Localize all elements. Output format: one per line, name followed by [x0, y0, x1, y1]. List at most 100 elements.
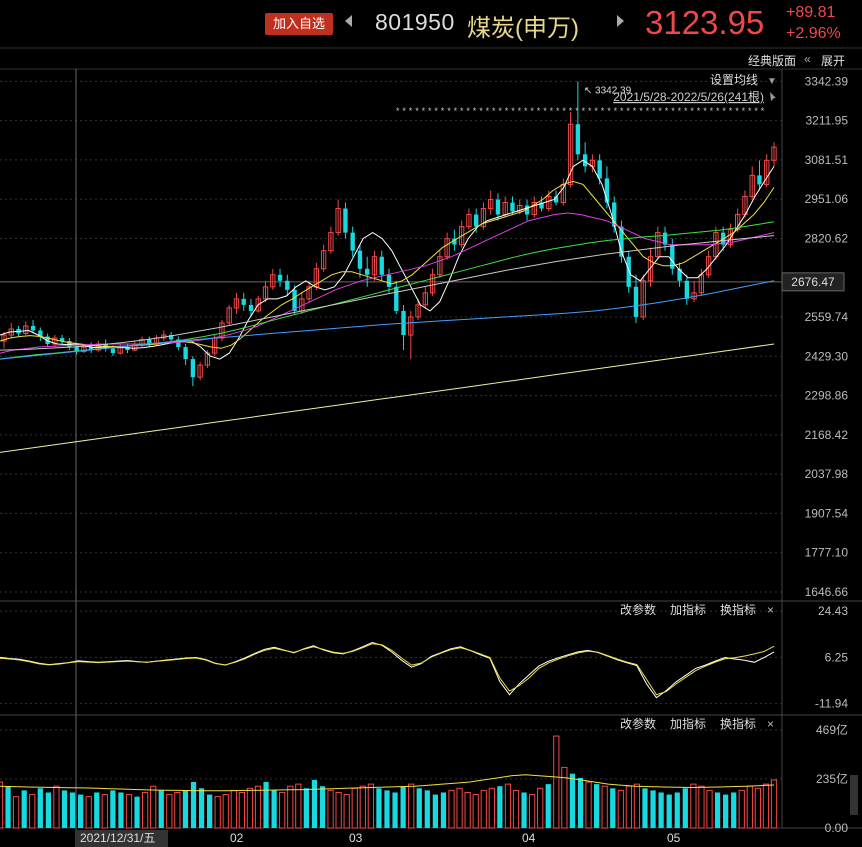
indicator-tick-label: 24.43 [818, 604, 848, 618]
volume-bar-down [497, 786, 503, 828]
candle-body-up [567, 123, 574, 185]
candle-body-up [320, 250, 327, 270]
star-marker: * [620, 106, 624, 116]
volume-bar-up [698, 785, 705, 829]
volume-bar-down [674, 792, 680, 828]
candle-body-up [546, 195, 552, 210]
volume-bar-down [45, 792, 51, 828]
candle-body-down [662, 232, 668, 245]
volume-bar-down [577, 777, 584, 828]
next-stock-icon[interactable] [617, 15, 624, 27]
candle-body-down [582, 154, 588, 167]
collapse-icon[interactable]: « [804, 52, 811, 66]
volume-bar-up [0, 781, 4, 829]
volume-bar-up [142, 791, 149, 829]
candle-body-down [183, 347, 188, 360]
candle-body-up [371, 256, 378, 276]
star-marker: * [422, 106, 426, 116]
candle-body-up [705, 256, 712, 276]
volume-bar-down [198, 788, 205, 828]
volume-bar-up [472, 794, 479, 829]
y-tick-label: 1907.54 [805, 506, 849, 520]
candle-body-down [125, 347, 130, 351]
volume-bar-up [746, 785, 753, 829]
star-marker: * [658, 106, 662, 116]
star-marker: * [562, 106, 566, 116]
candle-body-down [524, 205, 530, 215]
star-marker: * [498, 106, 502, 116]
y-tick-label: 2951.06 [805, 192, 849, 206]
candle-body-down [379, 256, 384, 275]
candle-body-down [285, 280, 290, 290]
candle-body-up [749, 174, 755, 197]
candle-body-down [168, 335, 174, 340]
volume-bar-up [512, 789, 520, 829]
date-range-label: 2021/5/28-2022/5/26(241根) [613, 90, 764, 104]
candle-body-down [677, 268, 682, 281]
classic-layout-button[interactable]: 经典版面 [748, 54, 797, 68]
y-tick-label: 2168.42 [805, 428, 849, 442]
candle-body-down [357, 250, 363, 269]
volume-bar-up [617, 789, 624, 829]
expand-button[interactable]: 展开 [821, 54, 846, 68]
volume-bar-down [94, 792, 100, 828]
candle-body-down [365, 268, 370, 275]
volume-bar-up [601, 785, 608, 829]
volume-bar-down [545, 784, 551, 828]
volume-bar-up [295, 783, 302, 829]
volume-bar-up [230, 789, 237, 829]
star-marker: * [550, 106, 554, 116]
star-marker: * [505, 106, 509, 116]
volume-bar-up [254, 785, 262, 829]
volume-bar-up [367, 783, 374, 829]
star-marker: * [614, 106, 618, 116]
candle-body-down [241, 298, 246, 305]
candle-body-down [248, 304, 254, 311]
candle-body-up [233, 298, 240, 309]
x-tick-label: 05 [667, 831, 681, 845]
volume-bar-up [488, 787, 495, 829]
volume-bar-up [327, 789, 334, 829]
volume-bar-up [408, 783, 415, 829]
x-tick-label: 2021/12/31/五 [80, 831, 155, 845]
volume-bar-down [731, 792, 737, 828]
candle-body-up [1, 334, 7, 342]
volume-bar-up [222, 794, 229, 829]
volume-bar-up [448, 789, 455, 829]
x-tick-label: 03 [349, 831, 363, 845]
candle-body-up [458, 226, 465, 246]
candle-body-up [415, 304, 421, 318]
candle-body-down [626, 256, 631, 287]
volume-tick-label: 0.00 [825, 821, 849, 835]
candle-body-up [764, 159, 770, 185]
volume-bar-down [392, 792, 398, 828]
prev-stock-icon[interactable] [345, 15, 352, 27]
volume-button-1: 加指标 [670, 716, 706, 731]
y-tick-label: 3081.51 [805, 153, 849, 167]
volume-bar-up [101, 794, 108, 829]
candle-body-down [684, 280, 690, 299]
volume-close-icon: × [767, 717, 774, 731]
volume-bar-down [666, 794, 672, 828]
star-marker: * [543, 106, 547, 116]
candle-body-down [553, 196, 559, 203]
star-marker: * [569, 106, 573, 116]
candle-body-down [110, 348, 116, 354]
star-marker: * [486, 106, 490, 116]
volume-bar-down [432, 794, 438, 828]
volume-bar-up [585, 781, 592, 829]
volume-bar-up [464, 791, 471, 829]
y-tick-label: 3342.39 [805, 74, 849, 88]
star-marker: * [684, 106, 688, 116]
candle-body-up [270, 274, 276, 288]
indicator-button-2: 换指标 [720, 602, 756, 617]
star-marker: * [748, 106, 752, 116]
candle-body-up [23, 325, 29, 334]
star-marker: * [447, 106, 451, 116]
star-marker: * [716, 106, 720, 116]
price-change-pct: +2.96% [786, 25, 841, 42]
volume-bar-down [594, 784, 600, 828]
add-watchlist-button[interactable]: 加入自选 [265, 13, 333, 35]
volume-bar-up [214, 796, 221, 829]
